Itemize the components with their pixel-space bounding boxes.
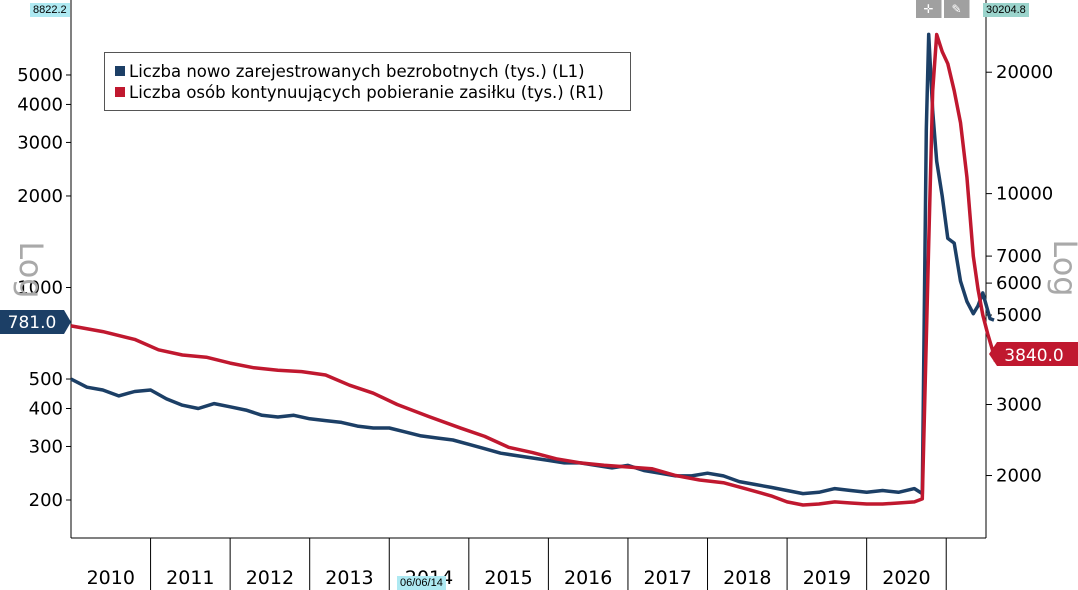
- left-last-value-text: 781.0: [8, 313, 57, 333]
- left-y-tick-label-4000: 4000: [17, 94, 63, 115]
- left-y-tick-label-500: 500: [29, 369, 63, 390]
- series-group: [70, 32, 998, 507]
- right-axis-max-value: 30204.8: [983, 3, 1029, 17]
- right-axis-log-label: Log: [1046, 239, 1078, 296]
- right-last-value-text: 3840.0: [1004, 346, 1063, 366]
- series-line-continuing-claims: [70, 32, 998, 507]
- legend-swatch-blue: [115, 65, 125, 76]
- legend-label-continuing-claims: Liczba osób kontynuujących pobieranie za…: [129, 83, 604, 102]
- left-y-tick-label-5000: 5000: [17, 65, 63, 86]
- right-y-tick-label-3000: 3000: [996, 395, 1042, 416]
- legend-item-new-claims: Liczba nowo zarejestrowanych bezrobotnyc…: [115, 62, 585, 81]
- x-tick-label-2011: 2011: [166, 567, 214, 589]
- x-tick-label-2018: 2018: [723, 567, 771, 589]
- left-y-tick-label-3000: 3000: [17, 132, 63, 153]
- left-y-tick-label-400: 400: [29, 398, 63, 419]
- crosshair-icon[interactable]: ✛: [916, 0, 942, 18]
- left-axis-max-value: 8822.2: [30, 3, 70, 17]
- legend: Liczba nowo zarejestrowanych bezrobotnyc…: [104, 52, 631, 111]
- x-tick-label-2017: 2017: [644, 567, 692, 589]
- legend-item-continuing-claims: Liczba osób kontynuujących pobieranie za…: [115, 83, 604, 102]
- legend-swatch-red: [115, 86, 125, 97]
- x-tick-label-2016: 2016: [564, 567, 612, 589]
- pencil-icon[interactable]: ✎: [944, 0, 970, 18]
- x-axis: 2010201120122013201420152016201720182019…: [87, 538, 947, 590]
- right-y-tick-label-6000: 6000: [996, 273, 1042, 294]
- right-y-tick-label-5000: 5000: [996, 305, 1042, 326]
- right-y-tick-label-7000: 7000: [996, 246, 1042, 267]
- left-y-tick-label-300: 300: [29, 436, 63, 457]
- right-y-tick-label-10000: 10000: [996, 184, 1053, 205]
- right-y-axis: 2000 3000 5000 6000 7000 10000 20000: [986, 62, 1053, 487]
- date-marker: 06/06/14: [397, 576, 446, 590]
- x-tick-label-2015: 2015: [484, 567, 532, 589]
- right-y-tick-label-20000: 20000: [996, 62, 1053, 83]
- left-axis-log-label: Log: [12, 241, 50, 298]
- left-y-tick-label-2000: 2000: [17, 186, 63, 207]
- right-y-tick-label-2000: 2000: [996, 466, 1042, 487]
- x-tick-label-2010: 2010: [87, 567, 135, 589]
- left-y-tick-label-1000: 1000: [17, 277, 63, 298]
- left-y-tick-label-200: 200: [29, 490, 63, 511]
- x-tick-label-2019: 2019: [803, 567, 851, 589]
- left-last-value-badge: 781.0: [0, 310, 71, 334]
- legend-label-new-claims: Liczba nowo zarejestrowanych bezrobotnyc…: [129, 62, 585, 81]
- x-tick-label-2020: 2020: [882, 567, 930, 589]
- x-tick-label-2013: 2013: [325, 567, 373, 589]
- left-y-axis: 200 300 400 500 1000 2000 3000 4000 5000: [17, 65, 71, 511]
- x-tick-label-2012: 2012: [246, 567, 294, 589]
- right-last-value-badge: 3840.0: [989, 342, 1078, 366]
